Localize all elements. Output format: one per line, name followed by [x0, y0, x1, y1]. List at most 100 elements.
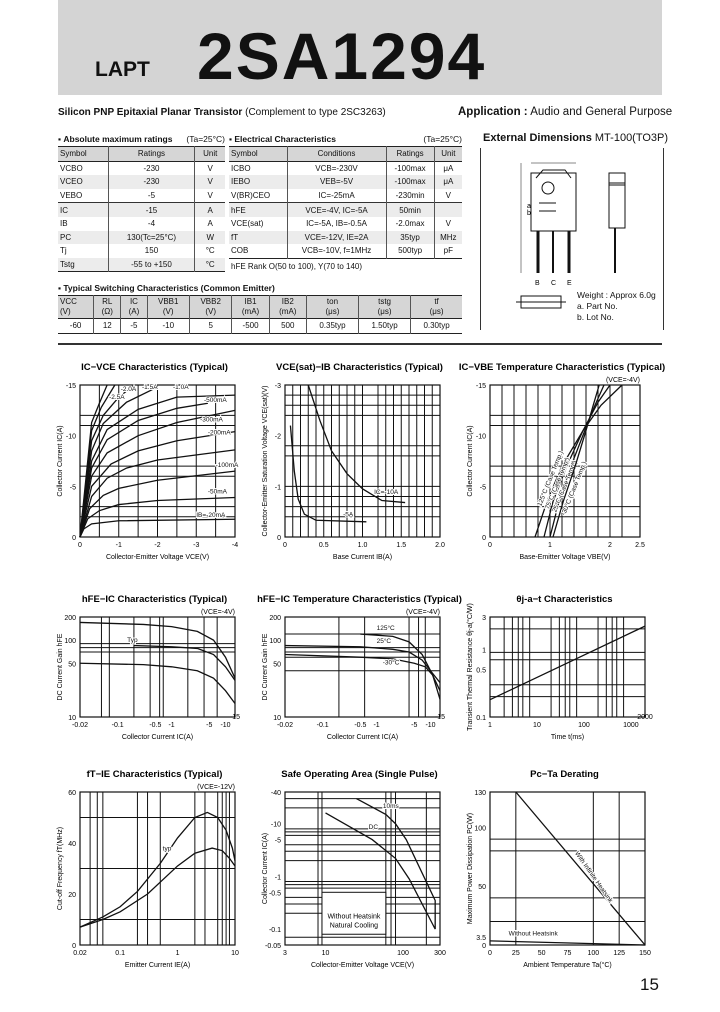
y-tick-label: 0.5: [476, 668, 486, 675]
table-cell: PC: [60, 232, 72, 242]
y-tick-label: 100: [269, 638, 281, 645]
series-curve: [552, 384, 600, 538]
x-axis-label: Collector-Emitter Voltage VCE(V): [106, 554, 209, 561]
note-a: a. Part No.: [577, 301, 618, 311]
table-cell: -60: [69, 321, 82, 331]
y-tick-label: 0: [482, 535, 486, 542]
y-tick-label: -10: [271, 822, 281, 829]
y-tick-label: 100: [474, 825, 486, 832]
x-axis-label: Base Current IB(A): [333, 554, 392, 561]
y-tick-label: -0.05: [265, 943, 281, 950]
plot-frame: [79, 384, 236, 538]
y-tick-label: 3.5: [476, 935, 486, 942]
table-row: Tj 150 °C: [58, 244, 225, 258]
table-cell: -5: [107, 188, 195, 203]
table-cell: VCB=-10V, f=1MHz: [286, 244, 387, 259]
chart-condition: (VCE=-4V): [406, 609, 440, 616]
y-tick-label: -2: [275, 434, 281, 441]
series-label: 75°C (Case Temp.): [543, 456, 571, 510]
series-curve: [79, 449, 236, 538]
x-tick-label: 0.1: [115, 950, 125, 957]
table-cell: 5: [188, 318, 232, 334]
table-cell: -230: [107, 175, 195, 189]
plot-frame: [489, 616, 646, 718]
external-title: External Dimensions MT-100(TO3P): [483, 132, 668, 144]
table-row: ICBO VCB=-230V -100max μA: [229, 161, 462, 176]
x-tick-label: 1: [488, 722, 492, 729]
table-cell: VCB=-230V: [286, 161, 387, 176]
header-row: Symbol Conditions Ratings Unit: [229, 146, 462, 162]
table-row: PC 130(Tc=25°C) W: [58, 230, 225, 245]
x-tick-label: -15: [435, 714, 445, 721]
x-tick-label: 50: [538, 950, 546, 957]
series-curve: [79, 402, 208, 538]
plot-frame: [284, 384, 441, 538]
y-tick-label: -5: [480, 484, 486, 491]
table-cell: -10: [146, 318, 190, 334]
series-curve: [360, 633, 441, 691]
x-tick-label: -0.02: [72, 722, 88, 729]
column-header: IC (A): [120, 295, 147, 319]
series-curve: [549, 384, 605, 538]
y-tick-label: 0: [482, 943, 486, 950]
column-header: VBB2 (V): [188, 295, 232, 319]
y-tick-label: 200: [64, 615, 76, 622]
y-tick-label: 200: [269, 615, 281, 622]
series-curve: [79, 496, 236, 538]
series-curve: [79, 394, 236, 538]
x-tick-label: 2.5: [635, 542, 645, 549]
x-tick-label: -0.5: [354, 722, 366, 729]
y-tick-label: -10: [476, 434, 486, 441]
annotation-text: Without Heatsink: [327, 913, 380, 920]
table-row: VCE(sat) IC=-5A, IB=-0.5A -2.0max V: [229, 216, 462, 231]
divider: [58, 343, 662, 345]
table-cell: V: [194, 188, 225, 203]
table-cell: Tstg: [60, 260, 75, 270]
table-cell: IC=-5A, IB=-0.5A: [286, 216, 387, 231]
series-label: LAPT: [95, 58, 150, 81]
abs-max-title: ▪ Absolute maximum ratings (Ta=25°C): [58, 134, 225, 144]
column-header: tf (μs): [410, 295, 462, 319]
series-curve: [489, 625, 646, 701]
series-label: Without Heatsink: [509, 931, 559, 938]
series-label: -300mA: [200, 416, 223, 423]
series-curve: [79, 430, 236, 538]
elec-table: Symbol Conditions Ratings Unit ICBO VCB=-230V…: [229, 146, 462, 259]
x-tick-label: 0: [78, 542, 82, 549]
plot-frame: [284, 616, 441, 718]
table-cell: VCE=-12V, IE=2A: [286, 230, 387, 245]
table-cell: COB: [231, 246, 249, 256]
table-cell: V(BR)CEO: [231, 191, 271, 201]
y-axis-label: DC Current Gain hFE: [262, 633, 269, 700]
table-cell: VEB=-5V: [286, 175, 387, 189]
x-tick-label: -0.5: [149, 722, 161, 729]
table-row: IB -4 A: [58, 216, 225, 231]
table-cell: fT: [231, 232, 239, 242]
x-tick-label: -1: [373, 722, 379, 729]
table-cell: VCE(sat): [231, 219, 264, 229]
column-header: Symbol: [60, 149, 87, 159]
elec-title: ▪ Electrical Characteristics (Ta=25°C): [229, 134, 462, 144]
series-label: typ: [163, 846, 172, 853]
x-axis-label: Time t(ms): [551, 734, 584, 741]
subtitle: Silicon PNP Epitaxial Planar Transistor …: [58, 107, 386, 118]
table-cell: 150: [107, 244, 195, 258]
x-tick-label: -1: [168, 722, 174, 729]
table-cell: V: [194, 175, 225, 189]
pin-label-c: C: [551, 280, 556, 287]
table-cell: VCE=-4V, IC=-5A: [286, 202, 387, 217]
y-tick-label: 50: [68, 661, 76, 668]
table-row: VCBO -230 V: [58, 161, 225, 176]
y-tick-label: -5: [275, 838, 281, 845]
series-curve: [79, 847, 236, 928]
column-header: Ratings: [107, 146, 195, 162]
y-axis-label: Cut-off Frequency fT(MHz): [57, 827, 64, 910]
series-label: -100mA: [216, 462, 239, 469]
series-curve: [325, 812, 436, 930]
x-tick-label: 1: [176, 950, 180, 957]
table-cell: VCEO: [60, 177, 83, 187]
series-label: DC: [369, 824, 379, 831]
x-tick-label: -0.1: [317, 722, 329, 729]
series-curve: [79, 384, 135, 538]
table-row: -60 12 -5 -10 5 -500 500 0.35typ 1.50typ 0.30typ: [58, 318, 462, 334]
